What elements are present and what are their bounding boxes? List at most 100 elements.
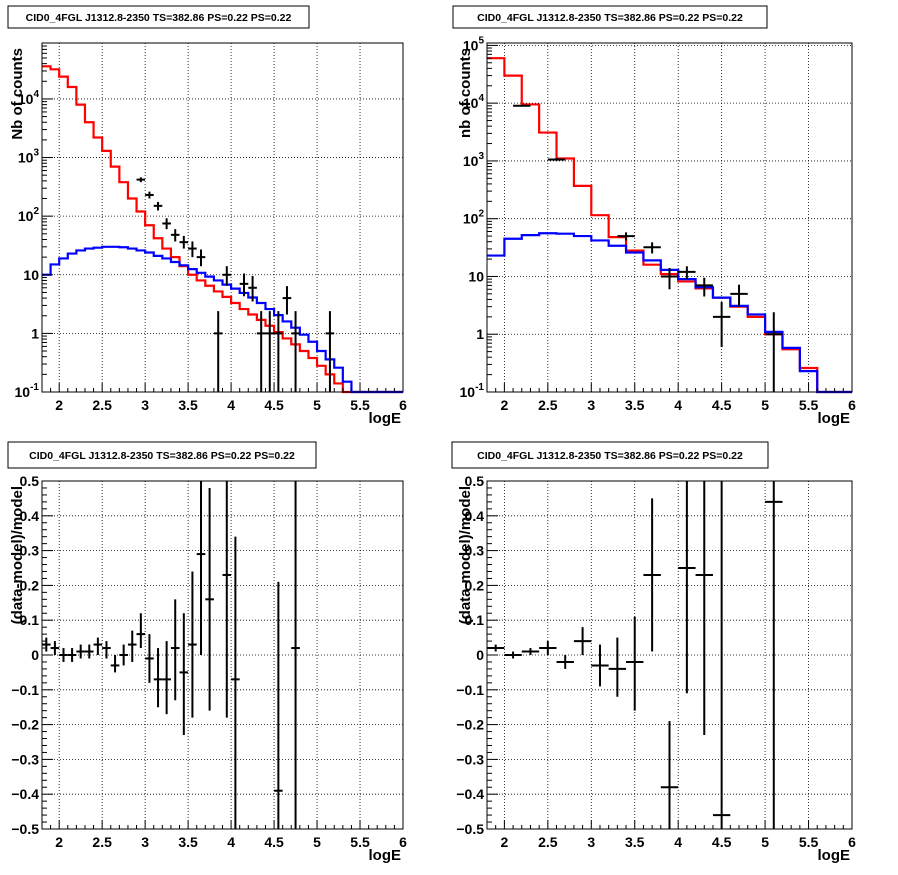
data-point [162,641,171,715]
x-tick-label: 6 [848,397,856,413]
data-point [67,648,77,662]
data-point [145,634,154,683]
data-point [539,641,557,655]
data-point [136,177,146,183]
x-tick-label: 3 [587,834,595,850]
x-tick-label: 2.5 [538,834,558,850]
y-tick-label: 103 [463,151,485,169]
data-point [626,616,644,711]
y-tick-label: −0.3 [456,751,484,767]
y-tick-label: 10-1 [460,382,485,400]
x-axis-label: logE [369,410,402,427]
y-tick-label: 0.5 [465,473,485,489]
data-point [136,613,146,649]
y-tick-label: −0.2 [11,717,39,733]
series-line-2 [487,232,852,394]
chart-title: CID0_4FGL J1312.8-2350 TS=382.86 PS=0.22… [477,12,743,24]
x-tick-label: 2 [500,834,508,850]
x-tick-label: 2.5 [538,397,558,413]
y-tick-label: 0.3 [20,543,40,559]
x-tick-label: 5.5 [799,397,819,413]
data-point [660,721,679,829]
x-tick-label: 3.5 [625,834,645,850]
y-tick-label: 1 [476,326,484,342]
series-line-2 [42,245,403,394]
data-point [695,277,713,297]
data-point [573,627,592,655]
x-tick-label: 4 [227,834,235,850]
data-point [256,311,266,392]
data-point [504,651,522,659]
data-point [617,232,635,241]
x-tick-label: 2 [500,397,508,413]
y-tick-label: 0 [476,647,484,663]
data-point [325,311,335,392]
chart-title-box [451,441,769,469]
data-point [196,249,206,267]
y-tick-label: 0.4 [20,508,40,524]
x-axis-label: logE [369,847,402,864]
x-tick-label: 3.5 [178,834,198,850]
data-point [291,481,300,829]
x-tick-label: 3 [141,397,149,413]
data-point [513,104,531,107]
y-tick-label: 10-1 [15,382,40,400]
data-point [42,637,51,652]
x-tick-label: 3.5 [625,397,645,413]
chart-panel-4: CID0_4FGL J1312.8-2350 TS=382.86 PS=0.22… [451,441,856,864]
y-tick-label: 104 [463,93,485,111]
x-tick-label: 4 [674,397,682,413]
chart-title: CID0_4FGL J1312.8-2350 TS=382.86 PS=0.22… [26,12,292,24]
x-tick-label: 5.5 [350,397,370,413]
data-point [110,655,120,673]
x-tick-label: 4.5 [712,397,732,413]
data-point [547,158,566,161]
chart-title-box [452,5,768,29]
data-point [274,311,283,392]
data-point [153,201,163,211]
data-point [153,648,163,708]
data-point [556,655,574,669]
data-point [145,191,154,199]
y-axis-label: (data-model)/model [9,486,26,624]
y-axis-label: nb of counts [457,48,474,138]
x-tick-label: 2 [55,397,63,413]
x-tick-label: 4 [674,834,682,850]
x-axis-label: logE [818,410,851,427]
y-tick-label: 0.1 [465,612,485,628]
grid [487,43,852,392]
data-point [591,644,609,687]
y-tick-label: 0.4 [465,508,485,524]
data-point [196,481,206,655]
x-tick-label: 3 [141,834,149,850]
chart-panel-3: CID0_4FGL J1312.8-2350 TS=382.86 PS=0.22… [7,441,407,864]
chart-panel-1: CID0_4FGL J1312.8-2350 TS=382.86 PS=0.22… [7,5,407,427]
grid [42,481,403,829]
data-point [76,644,85,659]
data-point [291,311,300,392]
data-point [265,311,275,392]
y-tick-label: −0.4 [11,786,39,802]
data-point [660,268,679,290]
data-point [188,241,197,258]
x-tick-label: 4.5 [712,834,732,850]
data-point [170,229,180,242]
data-point [127,630,137,662]
data-point [765,312,783,392]
x-tick-label: 5 [313,397,321,413]
y-tick-label: −0.1 [11,682,39,698]
chart-title-box [7,5,310,29]
y-tick-label: −0.5 [456,821,484,837]
data-point [521,648,540,655]
data-point [162,218,171,230]
data-point [50,641,60,655]
y-tick-label: 0.2 [20,577,40,593]
data-point [213,311,223,392]
data-point [119,644,128,666]
y-tick-label: 103 [18,148,40,166]
x-tick-label: 6 [848,834,856,850]
data-point [643,242,661,254]
x-tick-label: 4.5 [264,834,284,850]
data-point [282,286,292,315]
